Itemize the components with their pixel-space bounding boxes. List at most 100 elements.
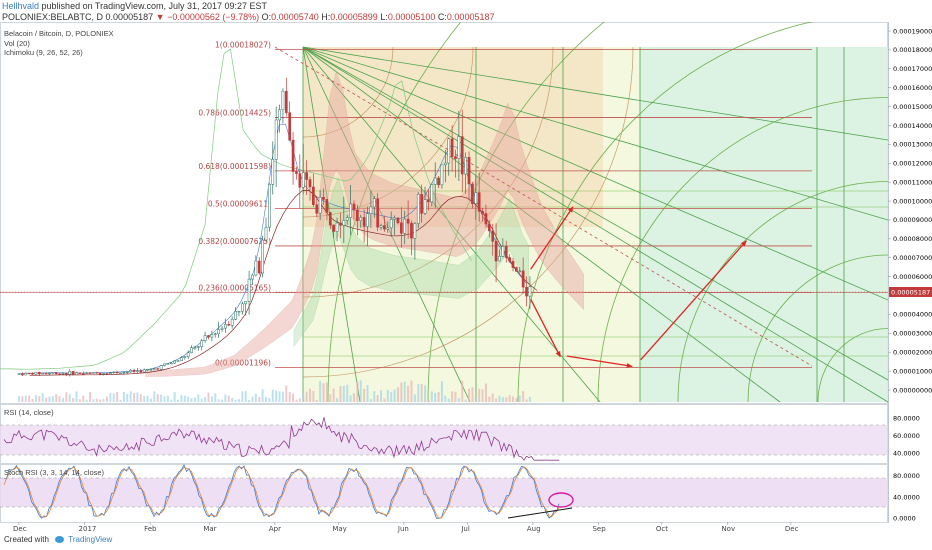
fib-level-label: 0.618(0.00011598) [198,162,271,171]
volume-bar [139,394,142,402]
price-tick-label: 0.00013000 [893,141,932,149]
candle-body [467,157,471,185]
volume-bar [187,396,190,402]
volume-bar [454,391,457,402]
candle-body [443,162,447,166]
footer-brand[interactable]: TradingView [68,535,113,544]
candle-body [65,373,68,375]
candle-body [386,227,390,230]
fib-level-label: 0.236(0.00005165) [198,283,271,292]
volume-bar [457,398,460,402]
symbol-text: POLONIEX:BELABTC, D [2,12,104,22]
candle-body [31,373,34,375]
volume-bar [302,393,305,402]
candle-body [504,246,508,258]
candle-body [359,217,363,221]
candle-body [379,225,383,228]
author-link[interactable]: Hellhvald [2,1,40,11]
volume-bar [396,387,399,402]
candle-body [61,373,65,375]
candle-body [318,196,322,214]
candle-body [163,363,166,366]
candle-body [54,372,58,375]
volume-bar [82,395,85,402]
month-label: Feb [144,525,157,533]
gann-fan-line [302,46,888,381]
volume-bar [336,398,339,402]
candle-body [169,362,173,365]
down-arrow-icon: ▼ [155,12,165,22]
candle-body [450,138,454,157]
candle-body [528,286,532,297]
volume-bar [498,395,501,402]
candle-body [278,109,281,121]
candle-body [159,365,163,370]
candle-body [136,370,139,372]
candle-body [274,119,278,160]
fib-level-label: 0.786(0.00014425) [198,108,271,117]
candle-body [271,159,275,185]
open-label: O: [261,12,272,22]
volume-bar [92,399,95,402]
volume-bar [312,391,315,402]
volume-bar [346,384,349,402]
volume-bar [484,383,487,402]
volume-bar [268,397,271,402]
gann-fan-line [302,46,781,403]
volume-bar [373,391,376,402]
volume-bar [366,384,369,402]
candle-body [51,372,55,374]
symbol-line: POLONIEX:BELABTC, D 0.00005187 ▼ −0.0000… [2,12,494,22]
volume-bar [295,399,298,402]
candle-body [288,112,292,141]
volume-bar [424,385,427,402]
candle-body [109,372,112,374]
volume-bar [207,392,210,402]
candle-body [129,369,133,373]
volume-bar [342,385,345,402]
volume-bar [518,395,521,402]
candle-body [17,373,21,375]
candle-body [247,278,251,302]
low-value: 0.00005100 [387,12,436,22]
month-label: May [332,525,346,533]
volume-bar [305,391,308,402]
volume-bar [183,395,186,402]
volume-bar [501,397,504,402]
candle-body [420,194,423,214]
volume-bar [75,391,78,402]
candle-body [369,206,373,214]
volume-bar [390,391,393,402]
candle-body [396,217,400,224]
volume-bar [197,394,200,402]
stoch-trendline [507,507,573,519]
volume-bar [45,397,48,402]
volume-bar [241,391,244,402]
volume-bar [410,380,413,402]
volume-bar [481,389,484,402]
rsi-label: RSI (14, close) [4,408,54,417]
candle-body [471,183,474,204]
volume-bar [352,393,355,402]
price-tick-label: 0.00012000 [893,160,932,168]
candle-body [352,203,356,211]
candle-body [257,260,261,274]
ichimoku-lagging-span [0,48,472,370]
month-label: Dec [13,525,27,533]
candle-body [518,270,522,272]
candle-body [193,346,197,349]
volume-bar [177,399,180,402]
candle-body [98,372,102,375]
candle-body [281,90,285,111]
gann-fan-line [302,46,888,141]
rsi-tick-label: 40.0000 [893,450,920,458]
candle-body [132,369,136,372]
candle-body [301,172,305,188]
volume-bar [116,392,119,402]
candle-body [227,323,231,326]
volume-bar [89,392,92,402]
volume-bar [126,394,129,402]
gann-arc [817,328,888,403]
volume-bar [133,392,136,402]
